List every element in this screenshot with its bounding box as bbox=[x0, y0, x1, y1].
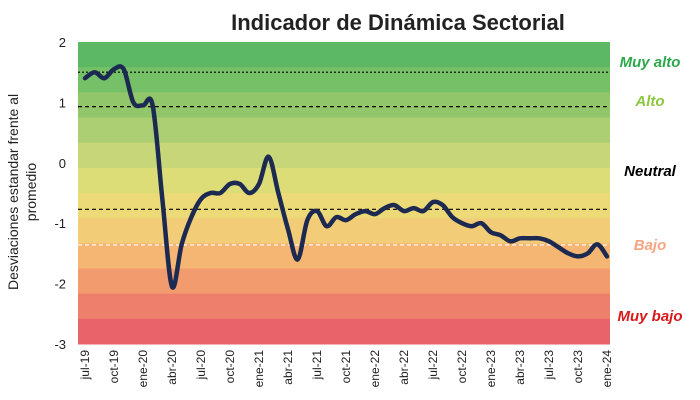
x-tick-label: jul-21 bbox=[310, 350, 324, 381]
annotation: Bajo bbox=[634, 237, 667, 254]
y-axis-title: Desviaciones estandar frente al bbox=[5, 94, 21, 290]
y-tick-label: 1 bbox=[59, 95, 66, 110]
x-tick-label: abr-21 bbox=[281, 350, 295, 385]
x-tick-label: ene-24 bbox=[600, 350, 614, 388]
x-tick-label: ene-20 bbox=[136, 350, 150, 388]
annotation: Muy alto bbox=[620, 54, 681, 71]
x-tick-label: jul-19 bbox=[78, 350, 92, 381]
background-band bbox=[78, 293, 610, 320]
annotation: Neutral bbox=[624, 163, 677, 180]
y-tick-label: -3 bbox=[54, 337, 66, 352]
x-tick-label: oct-23 bbox=[571, 350, 585, 384]
x-tick-label: abr-23 bbox=[513, 350, 527, 385]
background-band bbox=[78, 167, 610, 194]
background-band bbox=[78, 117, 610, 144]
y-tick-label: -1 bbox=[54, 216, 66, 231]
annotation: Alto bbox=[634, 93, 664, 110]
x-tick-label: ene-22 bbox=[368, 350, 382, 388]
background-band bbox=[78, 268, 610, 295]
x-tick-label: oct-19 bbox=[107, 350, 121, 384]
background-band bbox=[78, 142, 610, 169]
x-tick-label: oct-20 bbox=[223, 350, 237, 384]
annotation: Muy bajo bbox=[617, 308, 682, 325]
y-axis-title: promedio bbox=[23, 163, 39, 222]
y-tick-label: 2 bbox=[59, 35, 66, 50]
background-band bbox=[78, 92, 610, 118]
x-tick-label: oct-22 bbox=[455, 350, 469, 384]
x-tick-label: ene-21 bbox=[252, 350, 266, 388]
x-tick-label: ene-23 bbox=[484, 350, 498, 388]
line-series bbox=[82, 64, 610, 290]
background-band bbox=[78, 67, 610, 93]
background-band bbox=[78, 193, 610, 219]
background-band bbox=[78, 318, 610, 345]
y-tick-label: 0 bbox=[59, 156, 66, 171]
chart-title: Indicador de Dinámica Sectorial bbox=[231, 10, 565, 35]
x-tick-label: abr-20 bbox=[165, 350, 179, 385]
background-band bbox=[78, 42, 610, 68]
x-tick-label: abr-22 bbox=[397, 350, 411, 385]
x-tick-label: jul-22 bbox=[426, 350, 440, 381]
x-tick-label: jul-23 bbox=[542, 350, 556, 381]
background-band bbox=[78, 243, 610, 269]
y-tick-label: -2 bbox=[54, 277, 66, 292]
x-tick-label: jul-20 bbox=[194, 350, 208, 381]
x-tick-label: oct-21 bbox=[339, 350, 353, 384]
